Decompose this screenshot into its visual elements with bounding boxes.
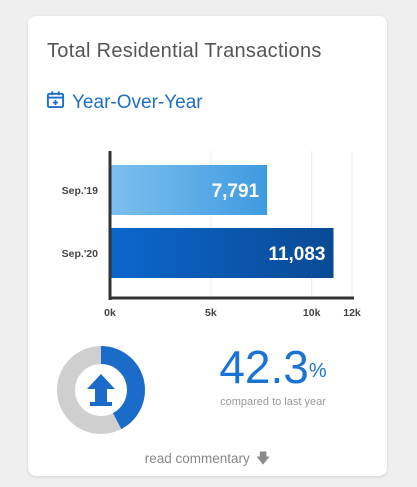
bar-value-label: 11,083: [268, 244, 325, 265]
read-commentary-link[interactable]: read commentary 🡇: [28, 448, 387, 472]
transactions-card: Total Residential Transactions Year-Over…: [28, 16, 387, 476]
percent-change: 42.3%: [198, 344, 348, 390]
arrow-up-icon: [79, 368, 123, 412]
calendar-plus-icon: [46, 90, 65, 115]
bar-1: [110, 228, 334, 278]
change-donut: [57, 346, 145, 434]
percent-unit: %: [308, 360, 327, 382]
subtitle-label: Year-Over-Year: [72, 91, 203, 113]
change-summary: 42.3% compared to last year: [198, 344, 348, 408]
donut-fill: [57, 346, 145, 434]
category-label: Sep.'19: [62, 185, 99, 197]
category-label: Sep.'20: [62, 248, 99, 260]
bar-0: [110, 165, 268, 215]
card-title: Total Residential Transactions: [47, 40, 322, 62]
percent-value: 42.3: [219, 341, 309, 393]
change-caption: compared to last year: [220, 396, 326, 408]
x-tick-label: 12k: [343, 307, 361, 319]
x-tick-label: 5k: [205, 307, 217, 319]
read-commentary-label: read commentary: [144, 451, 250, 466]
bar-chart: 7,791 Sep.'19 11,083 Sep.'20 0k 5k 10k 12k: [62, 151, 361, 319]
x-tick-label: 0k: [104, 307, 116, 319]
year-over-year-toggle[interactable]: Year-Over-Year: [46, 90, 203, 115]
arrow-down-icon: 🡇: [255, 450, 271, 466]
bar-value-label: 7,791: [212, 181, 260, 202]
x-tick-label: 10k: [303, 307, 321, 319]
